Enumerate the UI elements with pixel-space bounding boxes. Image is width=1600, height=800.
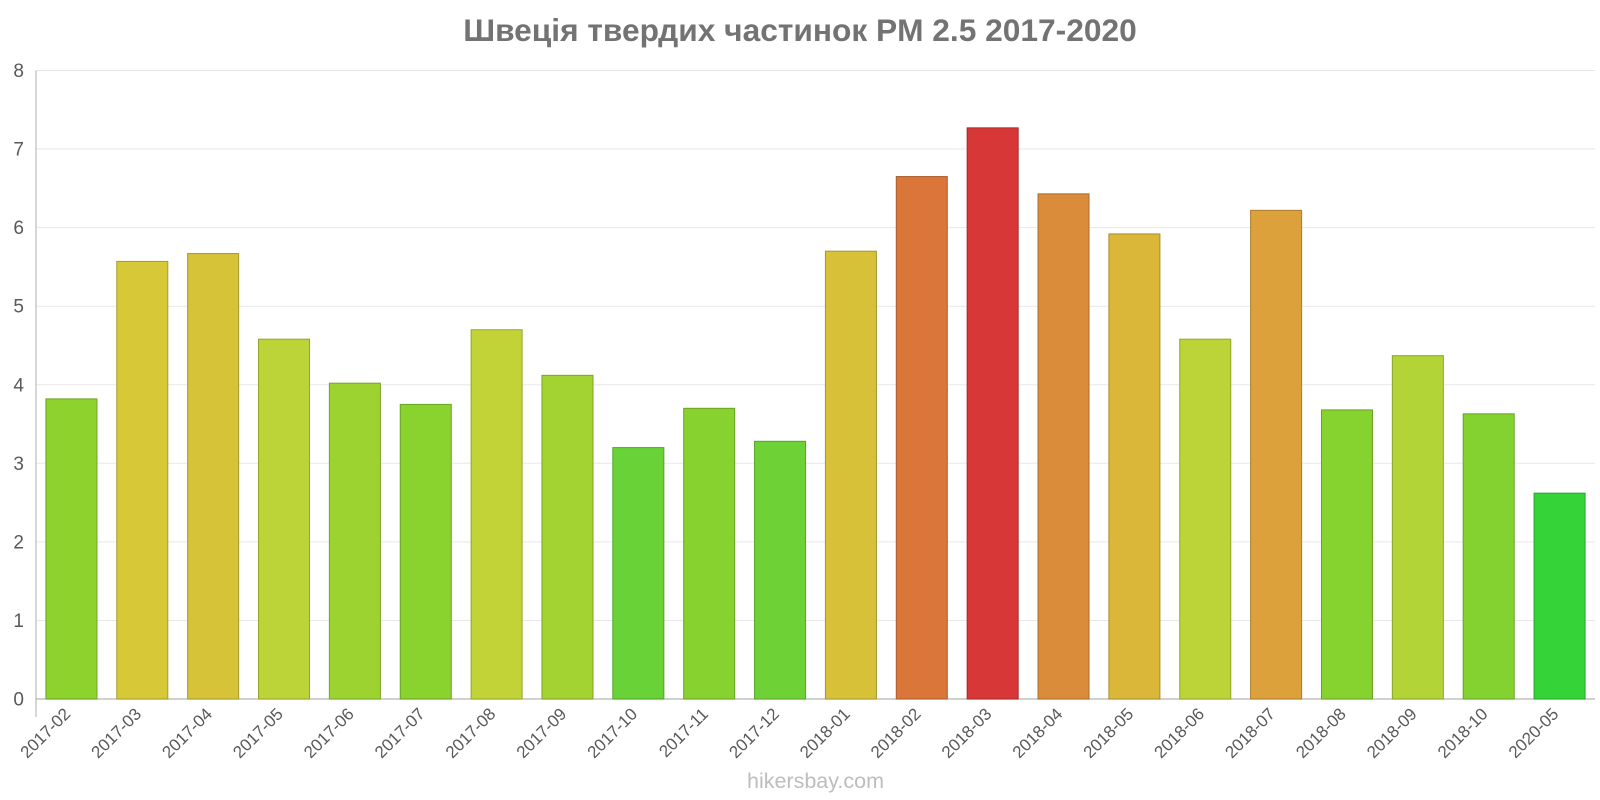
svg-text:2017-04: 2017-04: [158, 704, 216, 762]
svg-text:1: 1: [13, 611, 24, 632]
svg-text:2018-07: 2018-07: [1221, 704, 1279, 762]
svg-text:2018-02: 2018-02: [867, 704, 925, 762]
svg-text:2017-10: 2017-10: [584, 704, 642, 762]
svg-text:2017-12: 2017-12: [725, 704, 783, 762]
svg-text:7: 7: [13, 140, 24, 161]
svg-text:2017-05: 2017-05: [229, 704, 287, 762]
svg-text:2018-04: 2018-04: [1009, 704, 1067, 762]
svg-text:2017-03: 2017-03: [88, 704, 146, 762]
svg-text:2017-02: 2017-02: [17, 704, 75, 762]
svg-text:2017-06: 2017-06: [300, 704, 358, 762]
svg-text:3: 3: [13, 454, 24, 475]
svg-text:4: 4: [13, 375, 24, 396]
svg-text:2018-03: 2018-03: [938, 704, 996, 762]
svg-text:2017-11: 2017-11: [655, 704, 712, 761]
svg-text:2018-06: 2018-06: [1151, 704, 1209, 762]
svg-text:2017-08: 2017-08: [442, 704, 500, 762]
svg-text:2017-07: 2017-07: [371, 704, 429, 762]
svg-text:2018-01: 2018-01: [796, 704, 854, 762]
svg-text:2018-05: 2018-05: [1080, 704, 1138, 762]
svg-text:2018-08: 2018-08: [1292, 704, 1350, 762]
svg-text:2020-05: 2020-05: [1505, 704, 1563, 762]
svg-text:6: 6: [13, 218, 24, 239]
svg-text:2018-09: 2018-09: [1363, 704, 1421, 762]
svg-text:2: 2: [13, 532, 24, 553]
svg-text:8: 8: [13, 61, 24, 82]
svg-text:0: 0: [13, 690, 24, 711]
svg-text:5: 5: [13, 297, 24, 318]
svg-text:2018-10: 2018-10: [1434, 704, 1492, 762]
svg-text:2017-09: 2017-09: [513, 704, 571, 762]
